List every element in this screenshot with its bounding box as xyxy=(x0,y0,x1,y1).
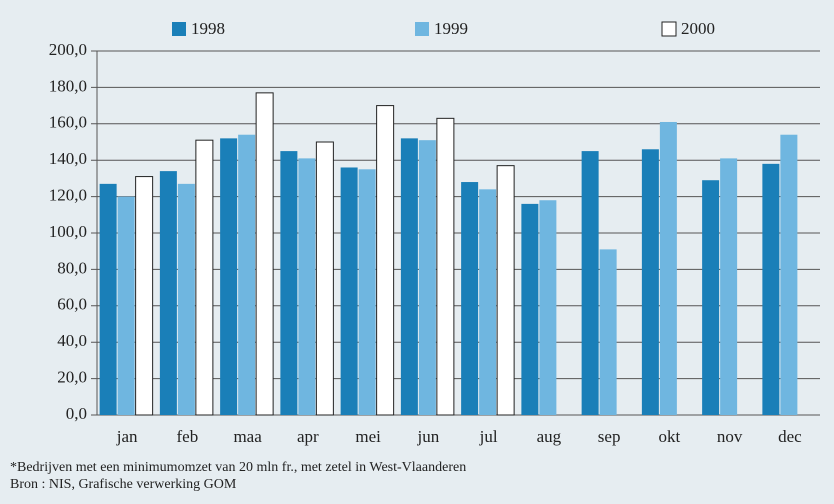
x-tick-label: nov xyxy=(717,427,743,446)
bar xyxy=(99,183,117,415)
bar xyxy=(340,167,358,415)
legend-swatch xyxy=(172,22,186,36)
footnote: *Bedrijven met een minimumomzet van 20 m… xyxy=(10,460,466,475)
x-tick-label: jun xyxy=(417,427,440,446)
legend-label: 2000 xyxy=(681,19,715,38)
bar xyxy=(418,140,436,415)
y-tick-label: 140,0 xyxy=(49,149,87,168)
y-tick-label: 0,0 xyxy=(66,404,87,423)
bar xyxy=(521,203,539,415)
x-tick-label: maa xyxy=(233,427,262,446)
bar xyxy=(315,141,334,416)
y-tick-label: 20,0 xyxy=(57,368,87,387)
bar xyxy=(581,151,599,415)
bar xyxy=(762,163,780,415)
footnote: Bron : NIS, Grafische verwerking GOM xyxy=(10,477,237,492)
x-tick-label: mei xyxy=(355,427,381,446)
legend-label: 1998 xyxy=(191,19,225,38)
bar xyxy=(177,183,195,415)
x-tick-label: okt xyxy=(659,427,681,446)
bar xyxy=(539,200,557,415)
bar xyxy=(659,121,677,415)
bar xyxy=(702,180,720,415)
bar xyxy=(135,176,154,416)
bar xyxy=(280,151,298,415)
bar xyxy=(220,138,238,416)
y-tick-label: 60,0 xyxy=(57,295,87,314)
bar xyxy=(496,165,515,416)
y-tick-label: 180,0 xyxy=(49,76,87,95)
x-tick-label: jan xyxy=(116,427,138,446)
y-tick-label: 100,0 xyxy=(49,222,87,241)
bar xyxy=(159,171,177,415)
y-tick-label: 40,0 xyxy=(57,331,87,350)
bar xyxy=(117,196,135,415)
x-tick-label: feb xyxy=(177,427,199,446)
y-tick-label: 120,0 xyxy=(49,186,87,205)
bar xyxy=(461,182,479,415)
legend-swatch xyxy=(661,21,677,37)
legend-swatch xyxy=(415,22,429,36)
bar xyxy=(400,138,418,416)
bar xyxy=(599,249,617,415)
x-tick-label: dec xyxy=(778,427,802,446)
bar xyxy=(720,158,738,415)
bar xyxy=(298,158,316,415)
bar xyxy=(479,189,497,415)
y-tick-label: 160,0 xyxy=(49,113,87,132)
x-tick-label: aug xyxy=(537,427,562,446)
y-tick-label: 200,0 xyxy=(49,40,87,59)
bar xyxy=(780,134,798,415)
legend-label: 1999 xyxy=(434,19,468,38)
bar xyxy=(436,117,455,416)
y-tick-label: 80,0 xyxy=(57,258,87,277)
x-tick-label: jul xyxy=(479,427,498,446)
bar xyxy=(376,105,395,416)
x-tick-label: sep xyxy=(598,427,621,446)
bar xyxy=(358,169,376,415)
bar xyxy=(238,134,256,415)
x-tick-label: apr xyxy=(297,427,319,446)
bar xyxy=(195,139,214,416)
bar xyxy=(641,149,659,415)
bar xyxy=(255,92,274,416)
